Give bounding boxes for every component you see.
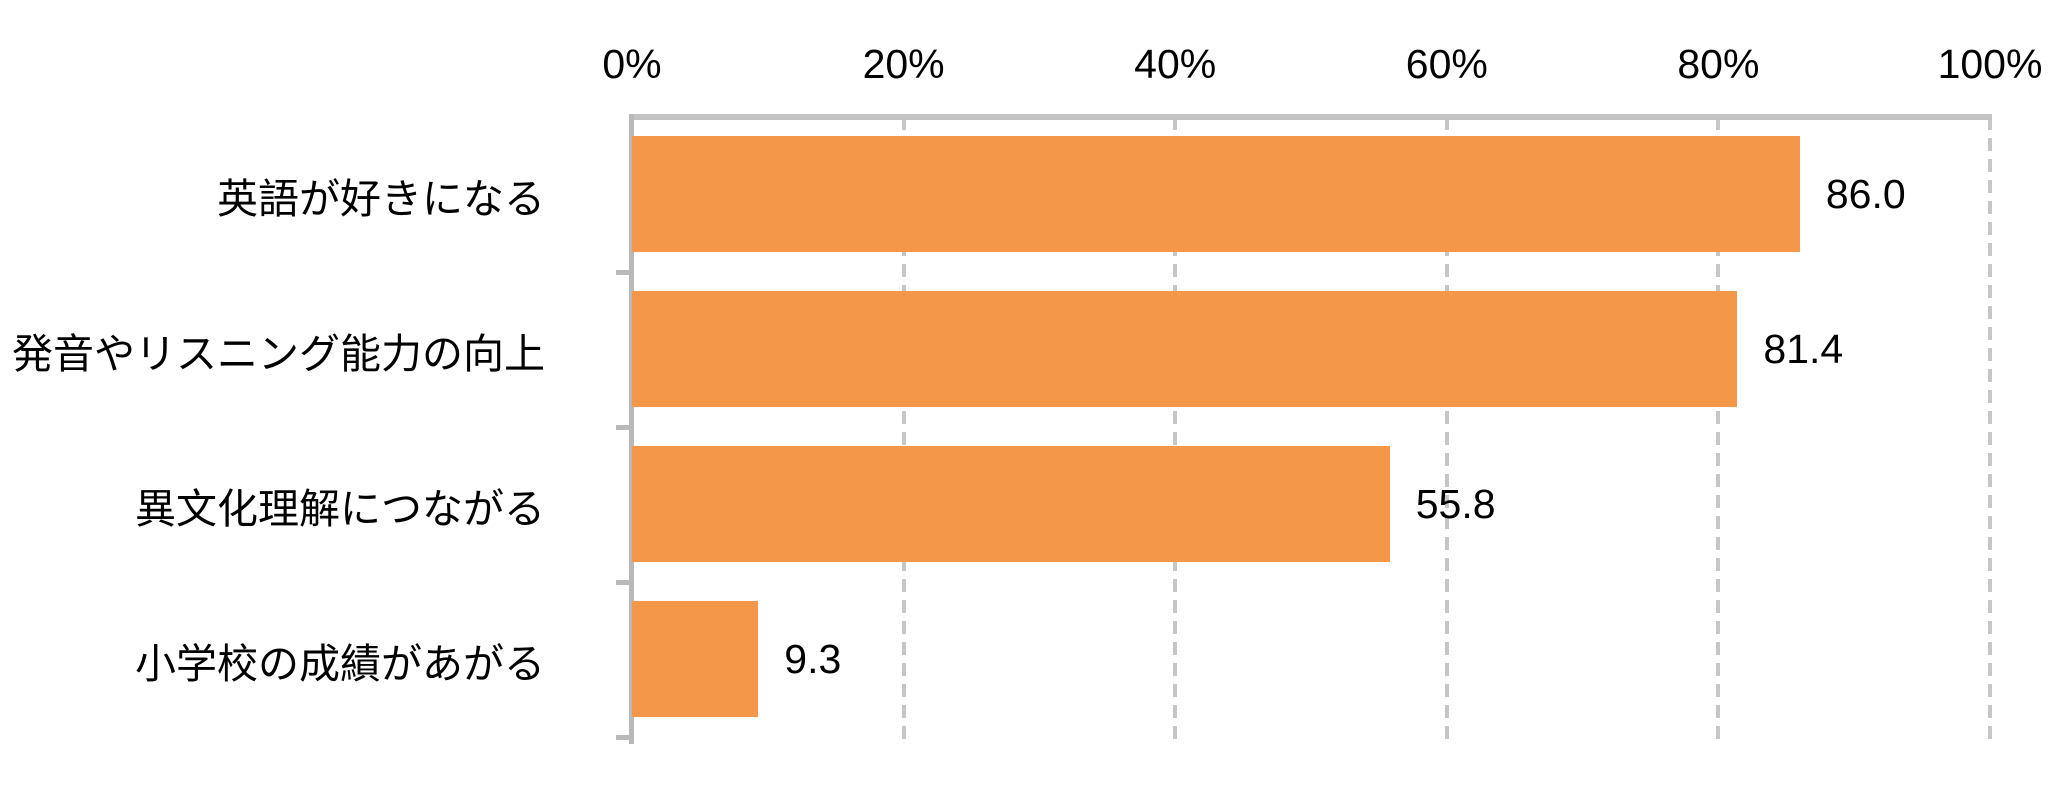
x-axis-tick-label: 100% — [1937, 41, 2043, 87]
gridline — [1444, 117, 1449, 744]
y-axis-tick — [616, 580, 630, 585]
bar — [632, 136, 1800, 252]
x-axis-tick-label: 60% — [1405, 41, 1488, 87]
bar — [632, 601, 759, 717]
gridline — [901, 117, 906, 744]
y-axis-tick — [616, 425, 630, 430]
category-label: 小学校の成績があがる — [135, 640, 545, 687]
gridline — [1716, 117, 1721, 744]
bar — [632, 291, 1738, 407]
x-axis-line — [629, 114, 1992, 120]
category-label: 発音やリスニング能力の向上 — [12, 330, 545, 377]
bar-value-label: 55.8 — [1415, 480, 1496, 527]
category-label: 異文化理解につながる — [135, 485, 545, 532]
bar-value-label: 81.4 — [1763, 325, 1844, 372]
bar-value-label: 9.3 — [784, 635, 842, 682]
x-axis-tick-label: 40% — [1134, 41, 1217, 87]
x-axis-tick-label: 20% — [862, 41, 945, 87]
bar-chart: 0% 20% 40% 60% 80% 100% 英語が好きになる 86.0 発音やリスニング能力… — [12, 16, 2053, 794]
y-axis-line — [629, 114, 634, 744]
bar — [632, 446, 1390, 562]
y-axis-tick — [616, 270, 630, 275]
gridline — [1173, 117, 1178, 744]
x-axis-tick-label: 0% — [602, 41, 662, 87]
category-label: 英語が好きになる — [217, 175, 545, 222]
bar-value-label: 86.0 — [1825, 170, 1906, 217]
x-axis-tick-label: 80% — [1677, 41, 1760, 87]
y-axis-tick — [616, 735, 630, 740]
gridline — [1988, 117, 1992, 744]
